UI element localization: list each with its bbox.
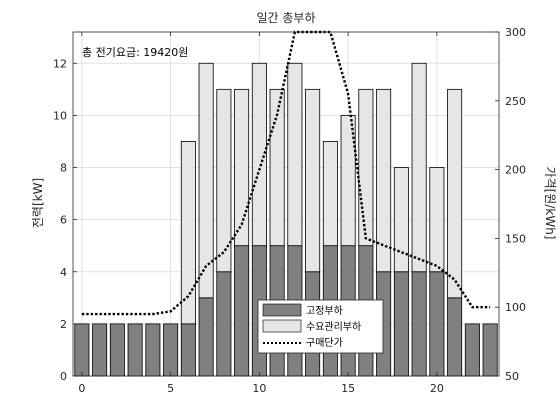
bar-flexible: [429, 167, 445, 273]
bar-flexible: [447, 88, 463, 299]
bar-flexible: [411, 62, 427, 273]
bar-fixed: [216, 271, 232, 377]
bar-fixed: [447, 297, 463, 377]
bar-fixed: [180, 323, 196, 377]
bar-fixed: [482, 323, 498, 377]
bar-fixed: [429, 271, 445, 377]
x-tick-label: 0: [78, 382, 85, 395]
y-right-tick-label: 250: [505, 95, 526, 108]
y-right-tick-label: 200: [505, 164, 526, 177]
bar-fixed: [109, 323, 125, 377]
x-tick-label: 20: [430, 382, 444, 395]
y-right-tick-label: 300: [505, 26, 526, 39]
bar-fixed: [464, 323, 480, 377]
y-axis-left-label: 전력[kW]: [31, 178, 45, 228]
bar-fixed: [74, 323, 90, 377]
total-cost-annotation: 총 전기요금: 19420원: [82, 46, 188, 59]
legend-label-price: 구매단가: [306, 337, 343, 349]
bar-flexible: [393, 167, 409, 273]
legend-swatch-flexible: [262, 319, 302, 333]
x-tick-label: 5: [167, 382, 174, 395]
bar-fixed: [198, 297, 214, 377]
y-right-tick-label: 150: [505, 232, 526, 245]
y-left-tick-label: 4: [60, 266, 67, 279]
y-right-tick-label: 100: [505, 301, 526, 314]
legend-label-fixed: 고정부하: [306, 304, 343, 317]
bar-flexible: [322, 141, 338, 247]
y-axis-right-label: 가격[원/kWh]: [543, 167, 557, 240]
x-tick-label: 15: [341, 382, 355, 395]
bar-flexible: [269, 88, 285, 247]
price-line: [81, 30, 491, 316]
bar-fixed: [92, 323, 108, 377]
bar-flexible: [305, 88, 321, 273]
bar-fixed: [145, 323, 161, 377]
legend-swatch-fixed: [262, 303, 302, 317]
chart-title: 일간 총부하: [256, 11, 315, 25]
x-tick-label: 10: [252, 382, 266, 395]
y-left-tick-label: 8: [60, 162, 67, 175]
y-left-tick-label: 12: [53, 57, 67, 70]
bar-flexible: [251, 62, 267, 247]
bar-flexible: [287, 62, 303, 247]
bar-fixed: [127, 323, 143, 377]
bar-flexible: [216, 88, 232, 273]
plot-frame: [72, 31, 500, 377]
y-right-tick-label: 50: [505, 370, 519, 383]
bar-flexible: [340, 114, 356, 247]
y-left-tick-label: 2: [60, 318, 67, 331]
bar-fixed: [163, 323, 179, 377]
y-left-tick-label: 10: [53, 109, 67, 122]
legend-label-flexible: 수요관리부하: [306, 320, 361, 333]
bar-flexible: [358, 88, 374, 247]
price-line-layer: [81, 30, 491, 316]
bar-fixed: [393, 271, 409, 377]
bar-flexible: [234, 88, 250, 247]
y-left-tick-label: 6: [60, 214, 67, 227]
bar-fixed: [411, 271, 427, 377]
bar-fixed: [234, 245, 250, 377]
bar-flexible: [198, 62, 214, 299]
y-left-tick-label: 0: [60, 370, 67, 383]
bar-flexible: [376, 88, 392, 273]
bar-flexible: [180, 141, 196, 325]
legend: 고정부하 수요관리부하 구매단가: [257, 299, 384, 354]
